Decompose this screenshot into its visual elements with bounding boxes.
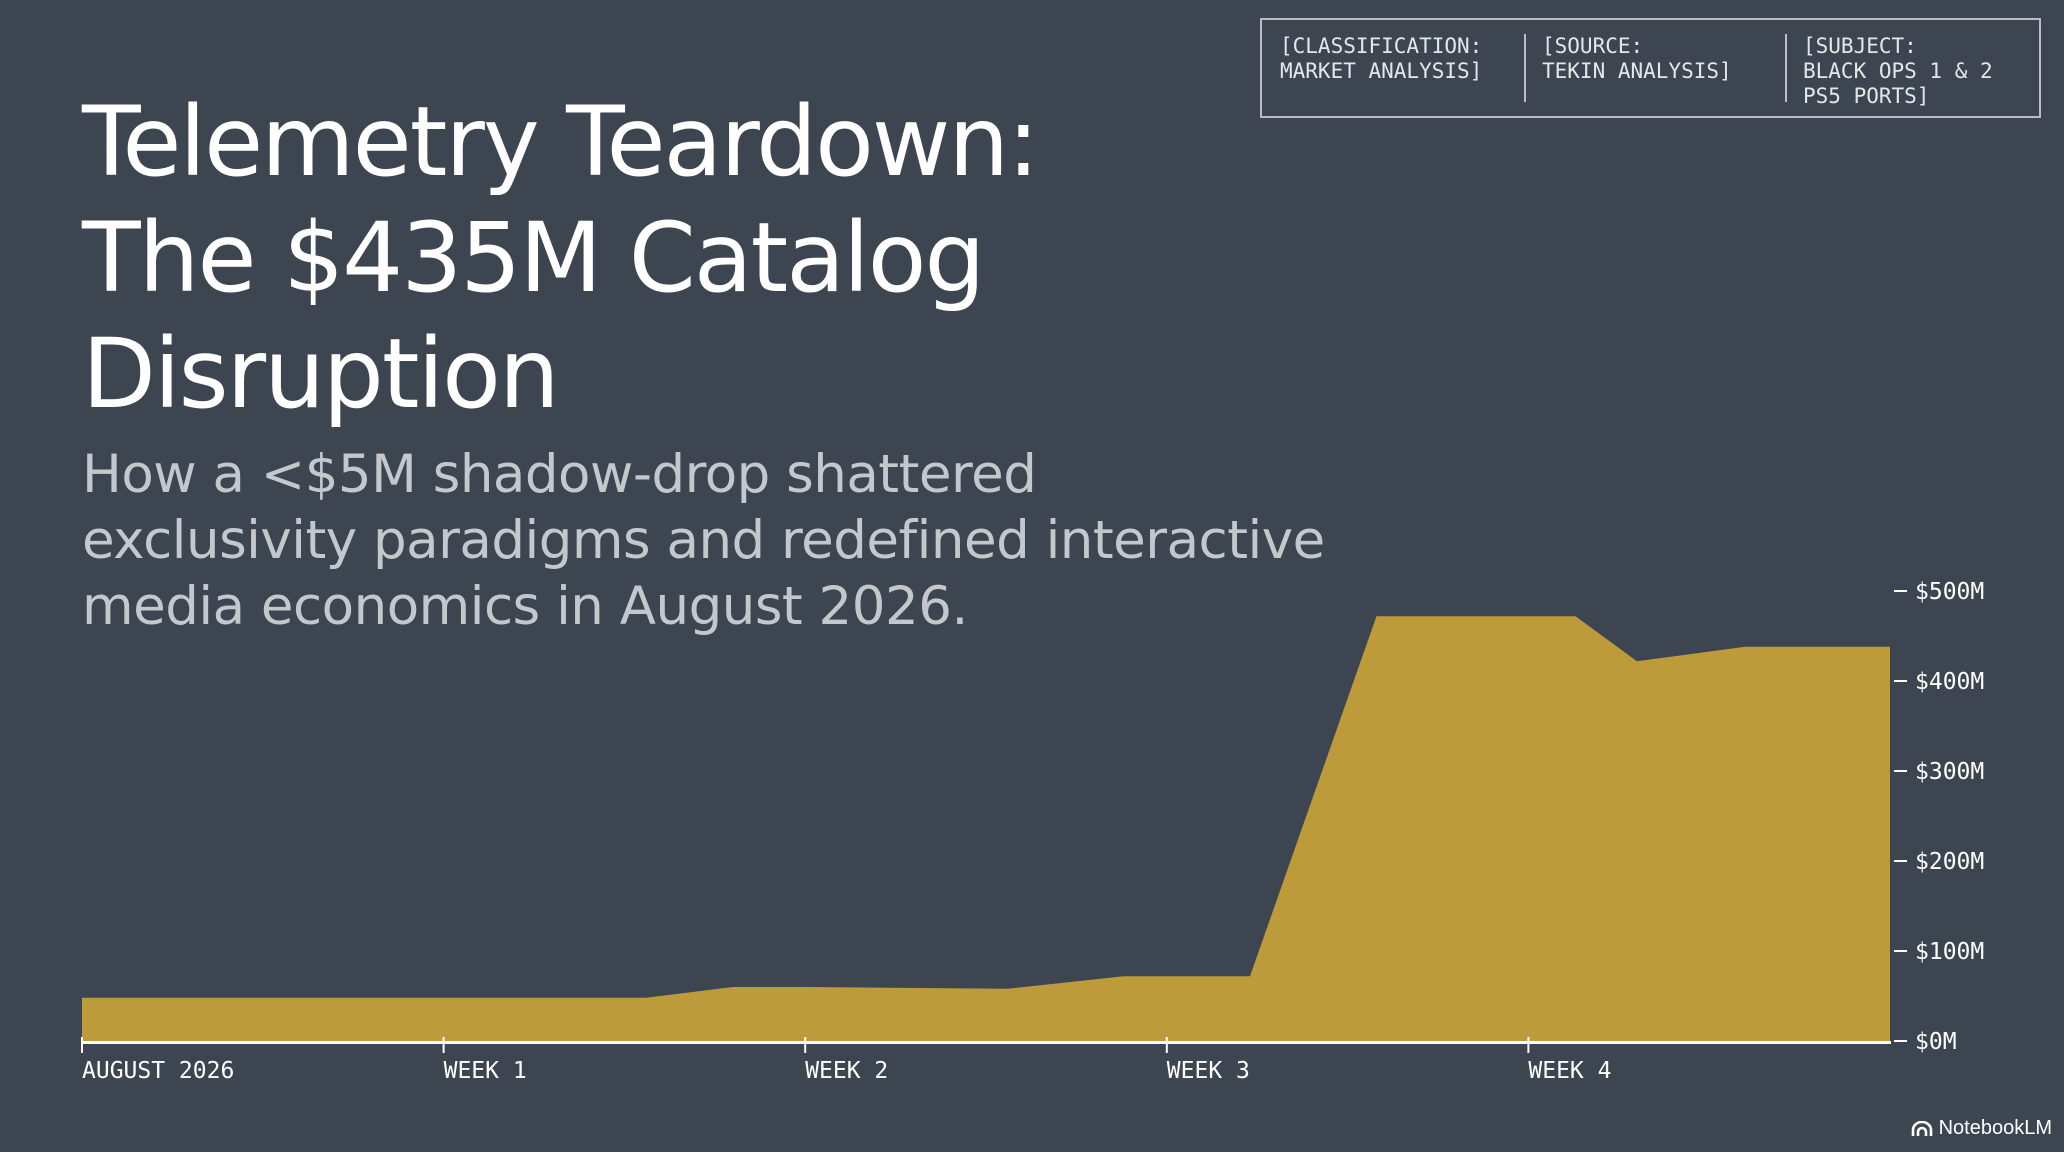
page-title: Telemetry Teardown: The $435M Catalog Di…: [82, 84, 1282, 432]
subject-value-line: BLACK OPS 1 & 2: [1803, 59, 1993, 83]
page-subtitle: How a <$5M shadow-drop shattered exclusi…: [82, 442, 1422, 640]
y-tick-label: $400M: [1915, 669, 1984, 695]
y-tick-label: $100M: [1915, 939, 1984, 965]
source-value: TEKIN ANALYSIS]: [1542, 59, 1732, 83]
x-tick-label: AUGUST 2026: [82, 1058, 234, 1084]
classification-value: MARKET ANALYSIS]: [1280, 59, 1483, 83]
y-tick-label: $300M: [1915, 759, 1984, 785]
subtitle-line: media economics in August 2026.: [82, 576, 968, 637]
source-label: [SOURCE:: [1542, 34, 1644, 58]
subtitle-line: exclusivity paradigms and redefined inte…: [82, 510, 1325, 571]
notebooklm-logo-icon: [1911, 1120, 1932, 1136]
x-tick-label: WEEK 2: [805, 1058, 888, 1084]
y-tick-label: $500M: [1915, 579, 1984, 605]
x-tick-label: WEEK 4: [1528, 1058, 1611, 1084]
title-line: Telemetry Teardown:: [82, 86, 1040, 198]
classification-cell: [CLASSIFICATION: MARKET ANALYSIS]: [1262, 20, 1524, 116]
x-tick-label: WEEK 1: [444, 1058, 527, 1084]
classification-label: [CLASSIFICATION:: [1280, 34, 1483, 58]
series-area: [82, 616, 1890, 1041]
source-cell: [SOURCE: TEKIN ANALYSIS]: [1524, 20, 1785, 116]
subject-cell: [SUBJECT: BLACK OPS 1 & 2 PS5 PORTS]: [1785, 20, 2039, 116]
subject-value-line: PS5 PORTS]: [1803, 84, 1930, 108]
title-line: The $435M Catalog: [82, 202, 985, 314]
metadata-box: [CLASSIFICATION: MARKET ANALYSIS] [SOURC…: [1260, 18, 2041, 118]
y-tick-label: $200M: [1915, 849, 1984, 875]
x-tick-label: WEEK 3: [1167, 1058, 1250, 1084]
subtitle-line: How a <$5M shadow-drop shattered: [82, 444, 1037, 505]
y-tick-label: $0M: [1915, 1029, 1957, 1055]
brand-name: NotebookLM: [1938, 1117, 2052, 1139]
title-line: Disruption: [82, 318, 560, 430]
brand-watermark: NotebookLM: [1911, 1117, 2052, 1140]
subject-label: [SUBJECT:: [1803, 34, 1917, 58]
